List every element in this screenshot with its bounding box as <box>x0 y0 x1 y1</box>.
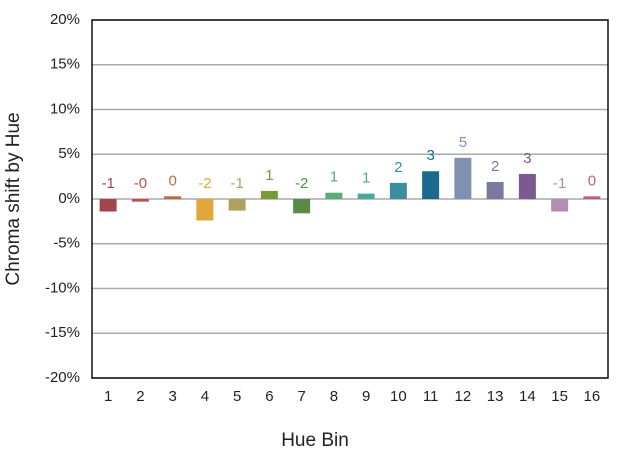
y-tick-label: 20% <box>50 11 80 28</box>
x-tick-label: 14 <box>519 388 536 405</box>
x-tick-label: 3 <box>168 388 176 405</box>
data-label: 2 <box>491 158 499 175</box>
x-tick-label: 5 <box>233 388 241 405</box>
data-label: 1 <box>362 170 370 187</box>
bar <box>357 193 375 199</box>
bar <box>260 190 278 199</box>
data-label: 0 <box>168 172 176 189</box>
data-label: 1 <box>330 169 338 186</box>
x-tick-label: 10 <box>390 388 407 405</box>
data-label: 5 <box>459 134 467 151</box>
bar <box>293 199 311 214</box>
x-tick-label: 2 <box>136 388 144 405</box>
bar <box>131 199 149 202</box>
y-tick-label: -5% <box>53 235 80 252</box>
y-axis-title: Chroma shift by Hue <box>3 112 24 285</box>
x-tick-label: 8 <box>330 388 338 405</box>
x-tick-label: 13 <box>487 388 504 405</box>
bar <box>228 199 246 211</box>
x-tick-label: 6 <box>265 388 273 405</box>
y-tick-label: 10% <box>50 100 80 117</box>
bar <box>583 196 601 199</box>
x-tick-label: 16 <box>584 388 601 405</box>
bar <box>196 199 214 221</box>
bar <box>486 181 504 199</box>
plot-frame <box>91 19 609 379</box>
data-label: -1 <box>230 175 243 192</box>
bar <box>551 199 569 212</box>
y-tick-label: -20% <box>45 369 80 386</box>
x-tick-label: 15 <box>551 388 568 405</box>
y-tick-label: 5% <box>58 145 80 162</box>
data-label: 3 <box>523 150 531 167</box>
data-label: -1 <box>101 175 114 192</box>
bar <box>454 157 472 199</box>
data-label: -0 <box>134 175 147 192</box>
x-tick-label: 4 <box>201 388 209 405</box>
bar <box>389 182 407 199</box>
bar <box>99 199 117 212</box>
x-tick-label: 7 <box>297 388 305 405</box>
y-tick-label: -10% <box>45 279 80 296</box>
y-tick-label: 15% <box>50 56 80 73</box>
data-label: 0 <box>588 172 596 189</box>
x-tick-label: 11 <box>423 388 439 405</box>
x-tick-label: 1 <box>104 388 112 405</box>
data-label: -1 <box>553 175 566 192</box>
data-label: 1 <box>265 167 273 184</box>
data-label: -2 <box>295 175 308 192</box>
bar <box>164 196 182 199</box>
data-label: 2 <box>394 159 402 176</box>
x-axis-title: Hue Bin <box>281 430 349 451</box>
data-label: -2 <box>198 175 211 192</box>
bar <box>325 192 343 199</box>
x-tick-label: 12 <box>455 388 472 405</box>
data-label: 3 <box>426 147 434 164</box>
y-tick-label: -15% <box>45 324 80 341</box>
y-tick-label: 0% <box>58 190 80 207</box>
bar <box>518 173 536 199</box>
x-tick-label: 9 <box>362 388 370 405</box>
bar <box>422 171 440 199</box>
